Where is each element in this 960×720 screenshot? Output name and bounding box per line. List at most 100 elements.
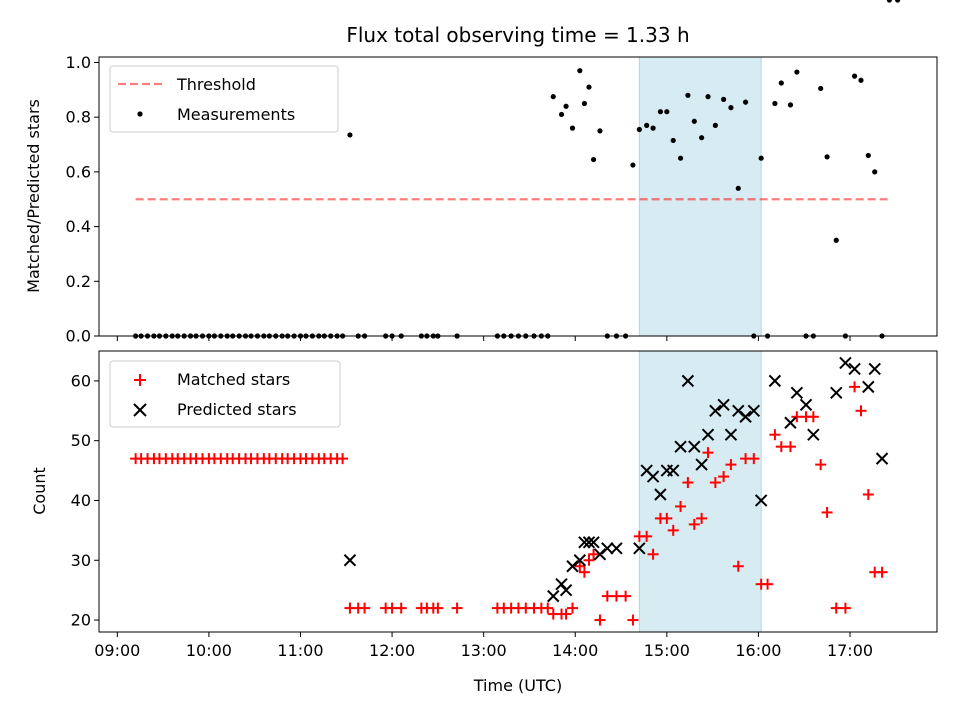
count-legend: Matched stars Predicted stars [109,360,341,428]
count-y-tick-label: 50 [71,431,91,450]
matched-star-point [588,548,600,560]
legend-matched-swatch [134,374,146,386]
measurement-point [712,122,718,128]
matched-star-point [359,602,371,614]
matched-star-point [688,518,700,530]
x-tick-label: 09:00 [94,641,140,660]
x-axis-label: Time (UTC) [473,676,562,695]
legend-measurements-label: Measurements [177,105,295,124]
count-y-tick-label: 30 [71,551,91,570]
matched-star-point [594,614,606,626]
predicted-star-point [343,554,357,567]
ratio-observing-window [638,56,762,337]
legend-threshold-label: Threshold [176,75,256,94]
measurement-point [758,155,764,161]
measurement-point [772,100,778,107]
predicted-star-point [717,398,730,412]
x-tick-label: 16:00 [735,641,781,660]
measurement-point [664,109,670,115]
matched-star-point [807,411,819,423]
matched-star-point [583,554,595,566]
matched-star-point [574,560,586,572]
matched-star-point [395,602,407,614]
measurement-point [691,118,697,124]
count-y-tick-label: 60 [71,371,91,390]
predicted-star-point [547,589,560,603]
matched-star-point [627,614,639,626]
predicted-star-point [701,428,715,441]
measurement-point [742,99,749,105]
predicted-star-point [559,583,573,597]
measurement-point [728,105,734,111]
predicted-star-point [681,374,695,388]
legend-predicted-swatch [133,403,147,417]
measurement-point [794,69,800,75]
measurement-point [630,162,636,168]
measurement-point [347,132,353,138]
matched-star-point [641,530,653,542]
measurement-point [670,137,676,144]
measurement-point [650,125,656,131]
matched-star-point [702,447,714,459]
predicted-star-point [784,416,797,429]
matched-star-point [718,471,730,483]
matched-star-point [762,578,774,590]
measurement-point [563,103,569,109]
matched-star-point [769,429,781,441]
matched-star-point [560,608,572,620]
matched-star-point [709,477,721,489]
measurement-point [833,237,839,243]
measurement-point [685,92,691,98]
matched-star-point [732,560,744,572]
measurement-point [590,156,597,163]
predicted-star-point [839,356,852,370]
ratio-y-tick-label: 0.6 [66,162,91,181]
count-y-axis-label: Count [30,467,49,515]
ratio-legend: Threshold Measurements [109,65,339,133]
predicted-star-point [582,536,596,549]
measurement-point [895,0,901,3]
measurement-point [569,125,576,131]
matched-star-point [855,405,867,417]
x-tick-label: 15:00 [644,641,690,660]
predicted-star-point [601,542,614,555]
x-tick-label: 12:00 [369,641,415,660]
ratio-y-tick-label: 0.2 [66,272,91,291]
matched-star-point [784,441,796,453]
matched-star-point [839,602,851,614]
predicted-star-point [724,428,738,441]
predicted-star-point [654,488,667,501]
matched-star-point [682,477,694,489]
predicted-star-point [573,554,587,567]
matched-star-point [696,512,708,524]
predicted-star-point [688,440,701,453]
ratio-y-tick-label: 1.0 [66,53,91,72]
measurement-point [886,0,892,3]
measurement-point [581,100,587,107]
x-tick-label: 11:00 [277,641,323,660]
measurement-point [865,152,871,159]
predicted-star-point [799,398,813,412]
x-tick-label: 10:00 [186,641,232,660]
ratio-panel: 0.0 0.2 0.4 0.6 0.8 1.0 Matched/Predicted sta… [24,0,938,346]
predicted-star-point [790,386,804,400]
predicted-star-point [830,386,843,400]
measurement-point [677,155,684,161]
ratio-panel-frame [98,56,938,337]
matched-star-point [849,381,861,393]
predicted-star-point [587,536,600,549]
predicted-star-point [667,464,680,477]
measurement-point [699,135,705,141]
matched-star-point [748,453,760,465]
measurement-point [705,94,711,100]
predicted-star-point [695,458,708,471]
measurement-point [657,109,664,115]
measurement-point [558,111,565,118]
predicted-star-point [768,374,782,388]
predicted-star-point [578,536,591,549]
measurement-point [778,80,784,86]
predicted-star-point [807,428,820,441]
predicted-star-point [674,440,687,453]
matched-star-point [821,506,833,518]
x-tick-label: 13:00 [461,641,507,660]
